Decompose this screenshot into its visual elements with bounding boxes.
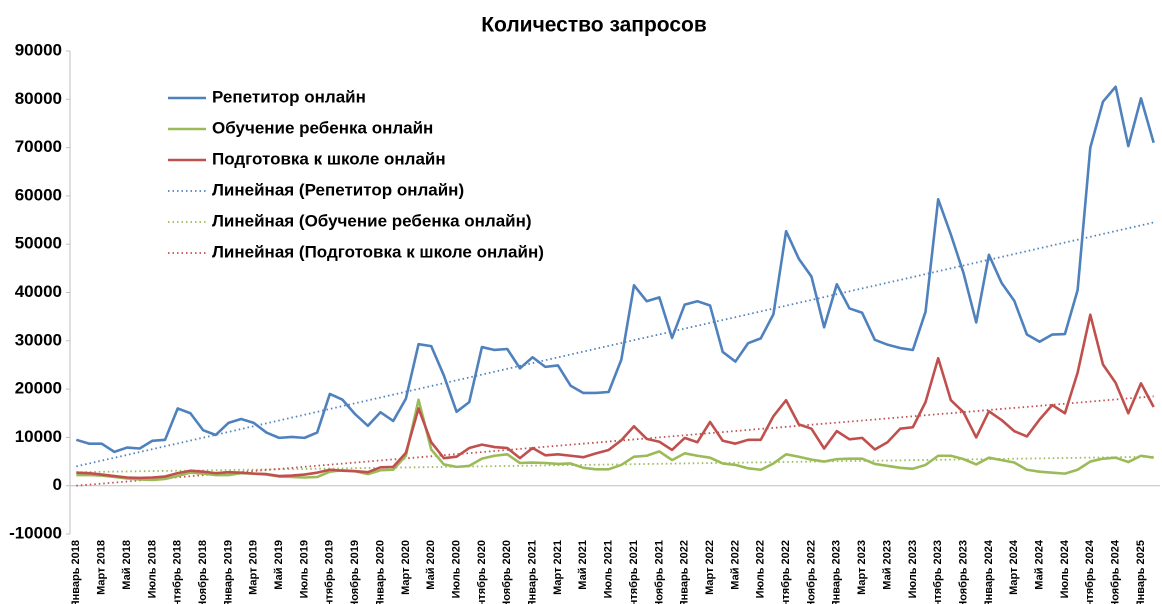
y-tick-label: 40000 (15, 282, 62, 301)
x-tick-label: Май 2018 (121, 540, 133, 590)
x-tick-label: Сентябрь 2021 (628, 540, 640, 604)
x-tick-label: Сентябрь 2022 (780, 540, 792, 604)
x-tick-label: Январь 2022 (679, 540, 691, 604)
x-tick-label: Сентябрь 2020 (476, 540, 488, 604)
x-tick-label: Март 2018 (96, 540, 108, 595)
x-tick-label: Январь 2020 (374, 540, 386, 604)
x-tick-label: Сентябрь 2019 (324, 540, 336, 604)
x-tick-label: Март 2019 (248, 540, 260, 595)
x-tick-label: Январь 2024 (983, 539, 995, 604)
x-tick-label: Январь 2019 (222, 540, 234, 604)
y-tick-label: 20000 (15, 379, 62, 398)
x-tick-label: Январь 2021 (527, 540, 539, 604)
x-tick-label: Январь 2023 (831, 540, 843, 604)
x-tick-label: Июль 2019 (298, 540, 310, 598)
x-tick-label: Май 2020 (425, 540, 437, 590)
legend-label: Линейная (Обучение ребенка онлайн) (212, 211, 532, 230)
x-tick-label: Май 2019 (273, 540, 285, 590)
x-tick-label: Май 2021 (577, 540, 589, 590)
x-tick-label: Июль 2024 (1059, 539, 1071, 598)
y-tick-label: 60000 (15, 185, 62, 204)
x-tick-label: Март 2020 (400, 540, 412, 595)
y-tick-label: -10000 (9, 523, 62, 542)
x-tick-label: Ноябрь 2022 (805, 540, 817, 604)
x-tick-label: Март 2024 (1008, 539, 1020, 595)
legend-label: Подготовка к школе онлайн (212, 149, 446, 168)
series-line (76, 398, 1154, 482)
x-tick-label: Ноябрь 2019 (349, 540, 361, 604)
x-tick-label: Ноябрь 2024 (1110, 539, 1122, 604)
legend-label: Обучение ребенка онлайн (212, 118, 433, 137)
series-line (75, 85, 1155, 454)
trend-line (76, 395, 1154, 487)
x-tick-label: Март 2021 (552, 540, 564, 595)
x-tick-label: Ноябрь 2021 (653, 540, 665, 604)
legend-label: Линейная (Подготовка к школе онлайн) (212, 242, 544, 261)
x-tick-label: Май 2024 (1033, 539, 1045, 590)
x-tick-label: Июль 2022 (755, 540, 767, 598)
x-tick-label: Сентябрь 2018 (172, 540, 184, 604)
x-tick-label: Ноябрь 2023 (957, 540, 969, 604)
y-tick-label: 70000 (15, 137, 62, 156)
chart-title: Количество запросов (481, 14, 707, 37)
x-tick-label: Ноябрь 2018 (197, 540, 209, 604)
y-tick-label: 50000 (15, 234, 62, 253)
series-line (76, 313, 1155, 480)
y-tick-label: 80000 (15, 89, 62, 108)
x-tick-label: Январь 2018 (70, 540, 82, 604)
x-tick-label: Сентябрь 2024 (1084, 539, 1096, 604)
x-tick-label: Март 2022 (704, 540, 716, 595)
x-tick-label: Март 2023 (856, 540, 868, 595)
y-tick-label: 30000 (15, 330, 62, 349)
x-tick-label: Июль 2020 (450, 540, 462, 598)
y-tick-label: 90000 (15, 40, 62, 59)
x-tick-label: Сентябрь 2023 (932, 540, 944, 604)
legend-label: Репетитор онлайн (212, 87, 366, 106)
x-tick-label: Июль 2023 (907, 540, 919, 598)
y-tick-label: 0 (53, 475, 62, 494)
x-tick-label: Июль 2021 (603, 540, 615, 598)
x-tick-label: Июль 2018 (146, 540, 158, 598)
x-tick-label: Январь 2025 (1135, 540, 1147, 604)
x-tick-label: Май 2022 (729, 540, 741, 590)
y-tick-label: 10000 (15, 427, 62, 446)
x-tick-label: Май 2023 (881, 540, 893, 590)
x-tick-label: Ноябрь 2020 (501, 540, 513, 604)
legend-label: Линейная (Репетитор онлайн) (212, 180, 464, 199)
